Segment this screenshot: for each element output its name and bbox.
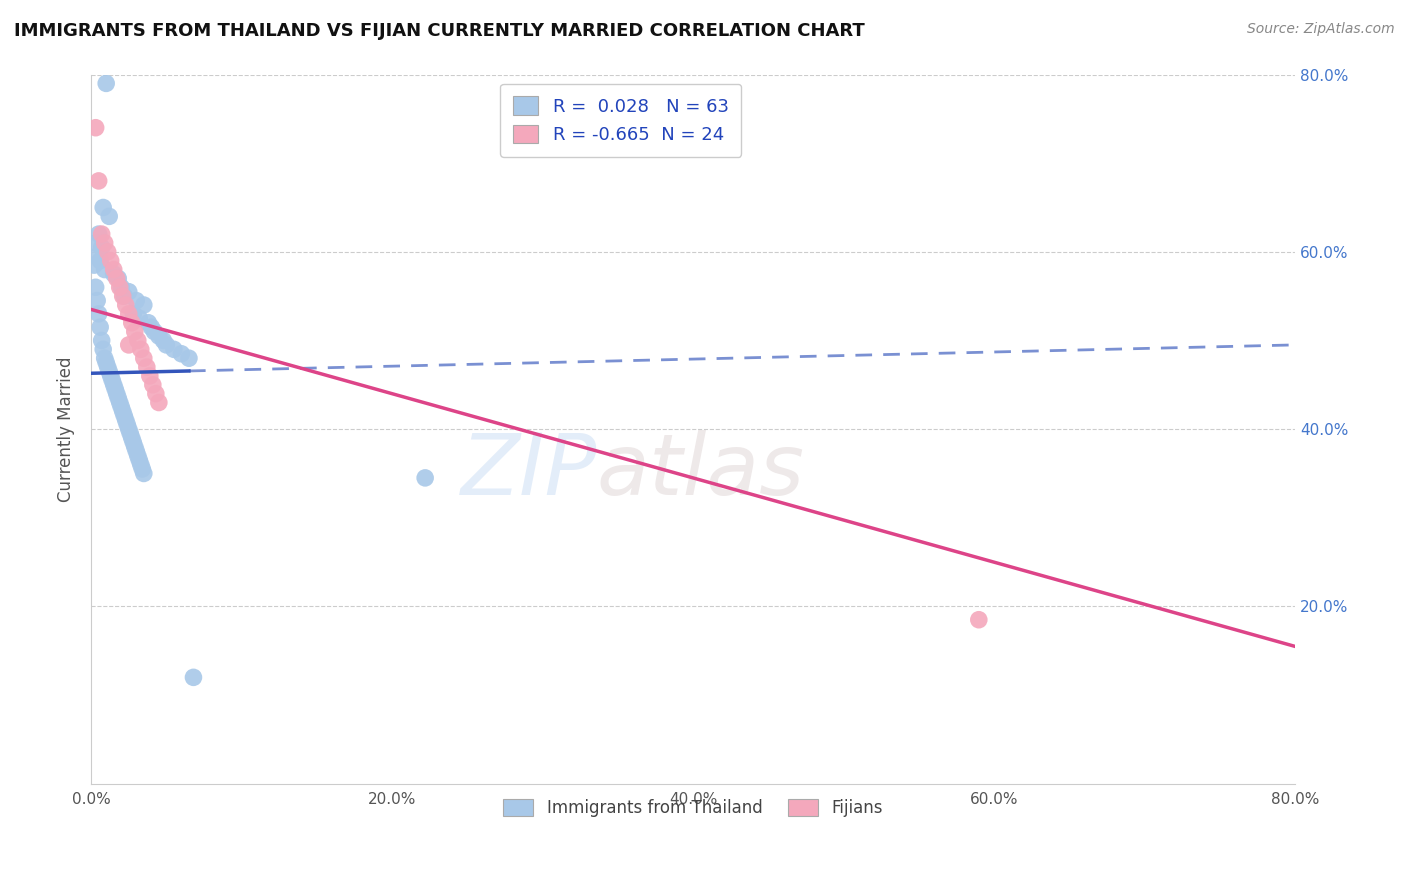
Point: [87, 227, 110, 241]
Point: [108, 280, 131, 294]
Legend: Immigrants from Thailand, Fijians: Immigrants from Thailand, Fijians: [495, 790, 891, 825]
Point: [105, 386, 128, 401]
Point: [93, 351, 115, 366]
Point: [114, 413, 136, 427]
Text: IMMIGRANTS FROM THAILAND VS FIJIAN CURRENTLY MARRIED CORRELATION CHART: IMMIGRANTS FROM THAILAND VS FIJIAN CURRE…: [14, 22, 865, 40]
Point: [129, 458, 152, 472]
Point: [90, 334, 112, 348]
Point: [84, 280, 107, 294]
Point: [87, 307, 110, 321]
Point: [107, 391, 129, 405]
Y-axis label: Currently Married: Currently Married: [58, 357, 75, 502]
Point: [103, 262, 125, 277]
Point: [120, 426, 142, 441]
Point: [98, 210, 121, 224]
Point: [163, 343, 186, 357]
Text: ZIP: ZIP: [460, 430, 596, 513]
Point: [96, 76, 118, 90]
Point: [132, 351, 155, 366]
Point: [117, 417, 139, 432]
Point: [114, 298, 136, 312]
Point: [143, 325, 166, 339]
Point: [110, 400, 132, 414]
Point: [89, 253, 111, 268]
Point: [141, 320, 163, 334]
Point: [111, 404, 134, 418]
Point: [145, 386, 167, 401]
Point: [127, 334, 149, 348]
Point: [96, 356, 118, 370]
Point: [86, 293, 108, 308]
Point: [118, 307, 141, 321]
Point: [132, 298, 155, 312]
Point: [170, 347, 193, 361]
Point: [100, 253, 122, 268]
Point: [121, 431, 143, 445]
Point: [103, 377, 125, 392]
Point: [122, 435, 145, 450]
Text: atlas: atlas: [596, 430, 804, 513]
Point: [86, 249, 108, 263]
Point: [124, 440, 146, 454]
Point: [128, 453, 150, 467]
Point: [108, 395, 131, 409]
Point: [121, 316, 143, 330]
Point: [97, 244, 120, 259]
Point: [91, 343, 114, 357]
Point: [90, 227, 112, 241]
Point: [967, 613, 990, 627]
Point: [125, 444, 148, 458]
Point: [124, 325, 146, 339]
Point: [83, 258, 105, 272]
Point: [111, 289, 134, 303]
Point: [103, 267, 125, 281]
Point: [118, 422, 141, 436]
Point: [91, 201, 114, 215]
Point: [142, 377, 165, 392]
Point: [101, 373, 124, 387]
Text: Source: ZipAtlas.com: Source: ZipAtlas.com: [1247, 22, 1395, 37]
Point: [413, 471, 436, 485]
Point: [125, 293, 148, 308]
Point: [90, 240, 112, 254]
Point: [110, 280, 132, 294]
Point: [132, 467, 155, 481]
Point: [107, 271, 129, 285]
Point: [84, 120, 107, 135]
Point: [93, 235, 115, 250]
Point: [148, 395, 170, 409]
Point: [118, 338, 141, 352]
Point: [131, 462, 153, 476]
Point: [89, 320, 111, 334]
Point: [112, 289, 135, 303]
Point: [100, 368, 122, 383]
Point: [148, 329, 170, 343]
Point: [139, 368, 162, 383]
Point: [112, 409, 135, 423]
Point: [84, 235, 107, 250]
Point: [129, 343, 152, 357]
Point: [87, 174, 110, 188]
Point: [118, 285, 141, 299]
Point: [136, 316, 159, 330]
Point: [93, 262, 115, 277]
Point: [98, 364, 121, 378]
Point: [104, 382, 127, 396]
Point: [128, 311, 150, 326]
Point: [135, 360, 157, 375]
Point: [183, 670, 205, 684]
Point: [155, 338, 177, 352]
Point: [127, 449, 149, 463]
Point: [97, 360, 120, 375]
Point: [177, 351, 200, 366]
Point: [122, 307, 145, 321]
Point: [105, 271, 128, 285]
Point: [152, 334, 174, 348]
